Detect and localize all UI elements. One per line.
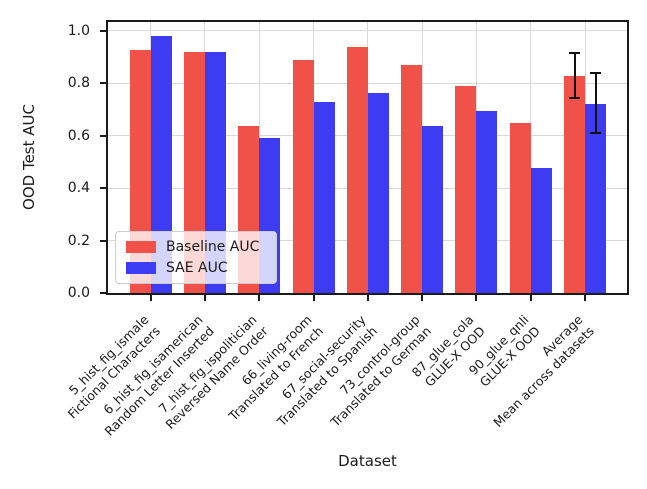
legend: Baseline AUC SAE AUC	[115, 231, 277, 284]
legend-label-sae: SAE AUC	[166, 260, 228, 276]
y-tick-label: 0.4	[67, 180, 90, 197]
x-tick-mark	[203, 295, 206, 301]
y-tick-mark	[100, 134, 106, 137]
y-tick-label: 0.6	[67, 127, 90, 144]
bar-baseline-7	[509, 122, 531, 293]
y-tick-label: 0.2	[67, 232, 90, 249]
error-bar-cap-bottom	[590, 131, 601, 134]
bar-baseline-6	[455, 85, 477, 293]
y-tick-mark	[100, 29, 106, 32]
bar-sae-7	[530, 168, 552, 293]
bar-sae-6	[476, 110, 498, 293]
v-gridline	[530, 22, 532, 293]
bar-sae-5	[422, 125, 444, 293]
legend-item-sae: SAE AUC	[126, 260, 266, 276]
y-tick-label: 1.0	[67, 22, 90, 39]
error-bar-cap-top	[590, 71, 601, 74]
bar-baseline-8	[564, 75, 585, 293]
bar-baseline-5	[401, 64, 423, 293]
legend-label-baseline: Baseline AUC	[166, 239, 260, 255]
y-tick-label: 0.0	[67, 285, 90, 301]
legend-item-baseline: Baseline AUC	[126, 239, 266, 255]
error-bar-line	[594, 72, 597, 133]
bar-baseline-4	[346, 47, 368, 293]
bar-sae-8	[585, 103, 606, 293]
x-tick-mark	[366, 295, 369, 301]
bar-baseline-3	[292, 59, 314, 293]
error-bar-line	[573, 52, 576, 99]
y-tick-mark	[100, 292, 106, 294]
x-tick-mark	[475, 295, 478, 301]
y-tick-mark	[100, 82, 106, 85]
baseline-color-swatch	[126, 241, 156, 253]
y-tick-mark	[100, 187, 106, 190]
x-tick-mark	[584, 295, 586, 301]
y-axis-title: OOD Test AUC	[20, 104, 38, 210]
bar-sae-3	[313, 101, 335, 293]
x-tick-mark	[258, 295, 261, 301]
x-tick-mark	[149, 295, 152, 301]
bar-sae-0	[150, 35, 172, 293]
y-tick-label: 0.8	[67, 75, 90, 92]
x-tick-mark	[421, 295, 424, 301]
x-axis-title: Dataset	[338, 452, 397, 470]
bar-sae-4	[367, 93, 389, 293]
error-bar-cap-top	[569, 51, 580, 54]
sae-color-swatch	[126, 262, 156, 274]
y-tick-mark	[100, 239, 106, 242]
x-tick-mark	[312, 295, 315, 301]
x-tick-mark	[529, 295, 532, 301]
error-bar-cap-bottom	[569, 97, 580, 100]
